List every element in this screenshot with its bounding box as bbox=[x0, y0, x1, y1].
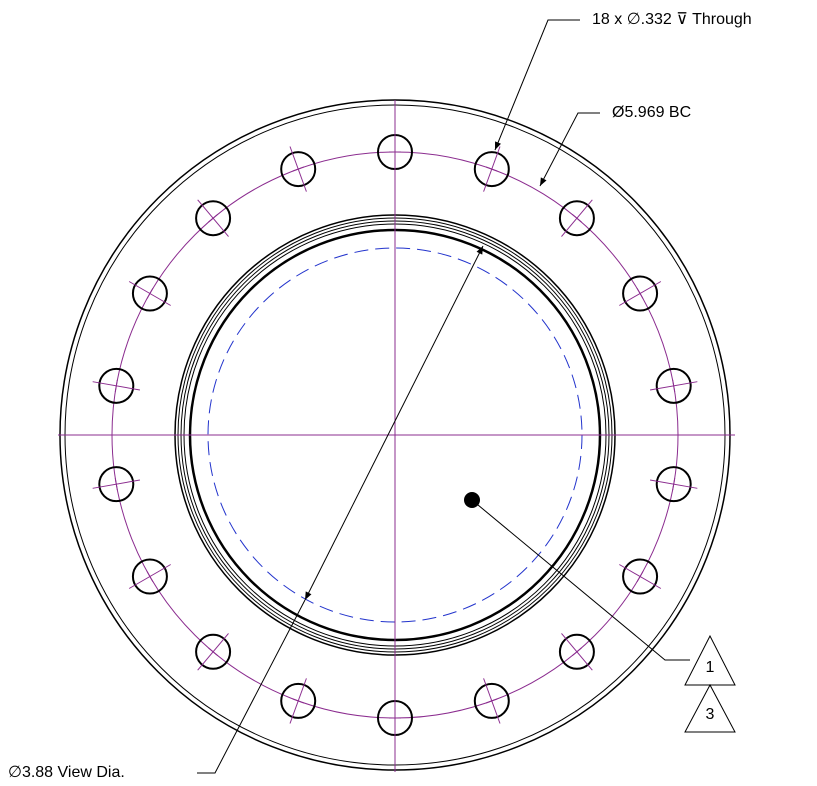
balloon-label: 3 bbox=[706, 706, 715, 723]
dia-dimension bbox=[304, 245, 484, 601]
hole bbox=[280, 682, 317, 719]
hole-axis bbox=[636, 571, 644, 582]
hole bbox=[195, 200, 232, 237]
hole-axis bbox=[208, 213, 219, 223]
bolt-holes bbox=[92, 128, 698, 742]
hole-axis bbox=[208, 647, 219, 657]
bc-label: Ø5.969 BC bbox=[612, 104, 691, 121]
leader bbox=[471, 499, 690, 661]
hole bbox=[131, 275, 168, 312]
hole-axis bbox=[114, 379, 118, 392]
view-dia-label: ∅3.88 View Dia. bbox=[8, 764, 125, 781]
balloon-label: 1 bbox=[706, 659, 715, 676]
hole-axis bbox=[672, 478, 676, 491]
hole-axis bbox=[114, 478, 118, 491]
hole bbox=[655, 367, 692, 404]
hole-axis bbox=[292, 166, 305, 172]
hole-axis bbox=[146, 571, 154, 582]
hole bbox=[558, 633, 595, 670]
hole-axis bbox=[146, 288, 154, 299]
balloon bbox=[684, 683, 736, 733]
hole bbox=[195, 633, 232, 670]
hole bbox=[131, 558, 168, 595]
hole bbox=[473, 151, 510, 188]
flange bbox=[58, 99, 735, 772]
hole-axis bbox=[571, 213, 582, 223]
hole bbox=[558, 200, 595, 237]
hole-axis bbox=[485, 698, 498, 704]
hole-axis bbox=[485, 166, 498, 172]
hole bbox=[473, 682, 510, 719]
leader bbox=[494, 19, 580, 151]
hole bbox=[280, 151, 317, 188]
hole-axis bbox=[571, 647, 582, 657]
hole bbox=[655, 466, 692, 503]
hole bbox=[98, 466, 135, 503]
hole-axis bbox=[292, 698, 305, 704]
leader bbox=[539, 112, 600, 187]
hole-axis bbox=[636, 288, 644, 299]
leader bbox=[197, 599, 306, 774]
dimensions: ∅3.88 View Dia. 18 x ∅.332 ⊽ Through Ø5.… bbox=[8, 11, 752, 781]
hole bbox=[622, 275, 659, 312]
hole bbox=[98, 367, 135, 404]
hole bbox=[622, 558, 659, 595]
hole-axis bbox=[672, 379, 676, 392]
holes-label: 18 x ∅.332 ⊽ Through bbox=[592, 11, 752, 28]
